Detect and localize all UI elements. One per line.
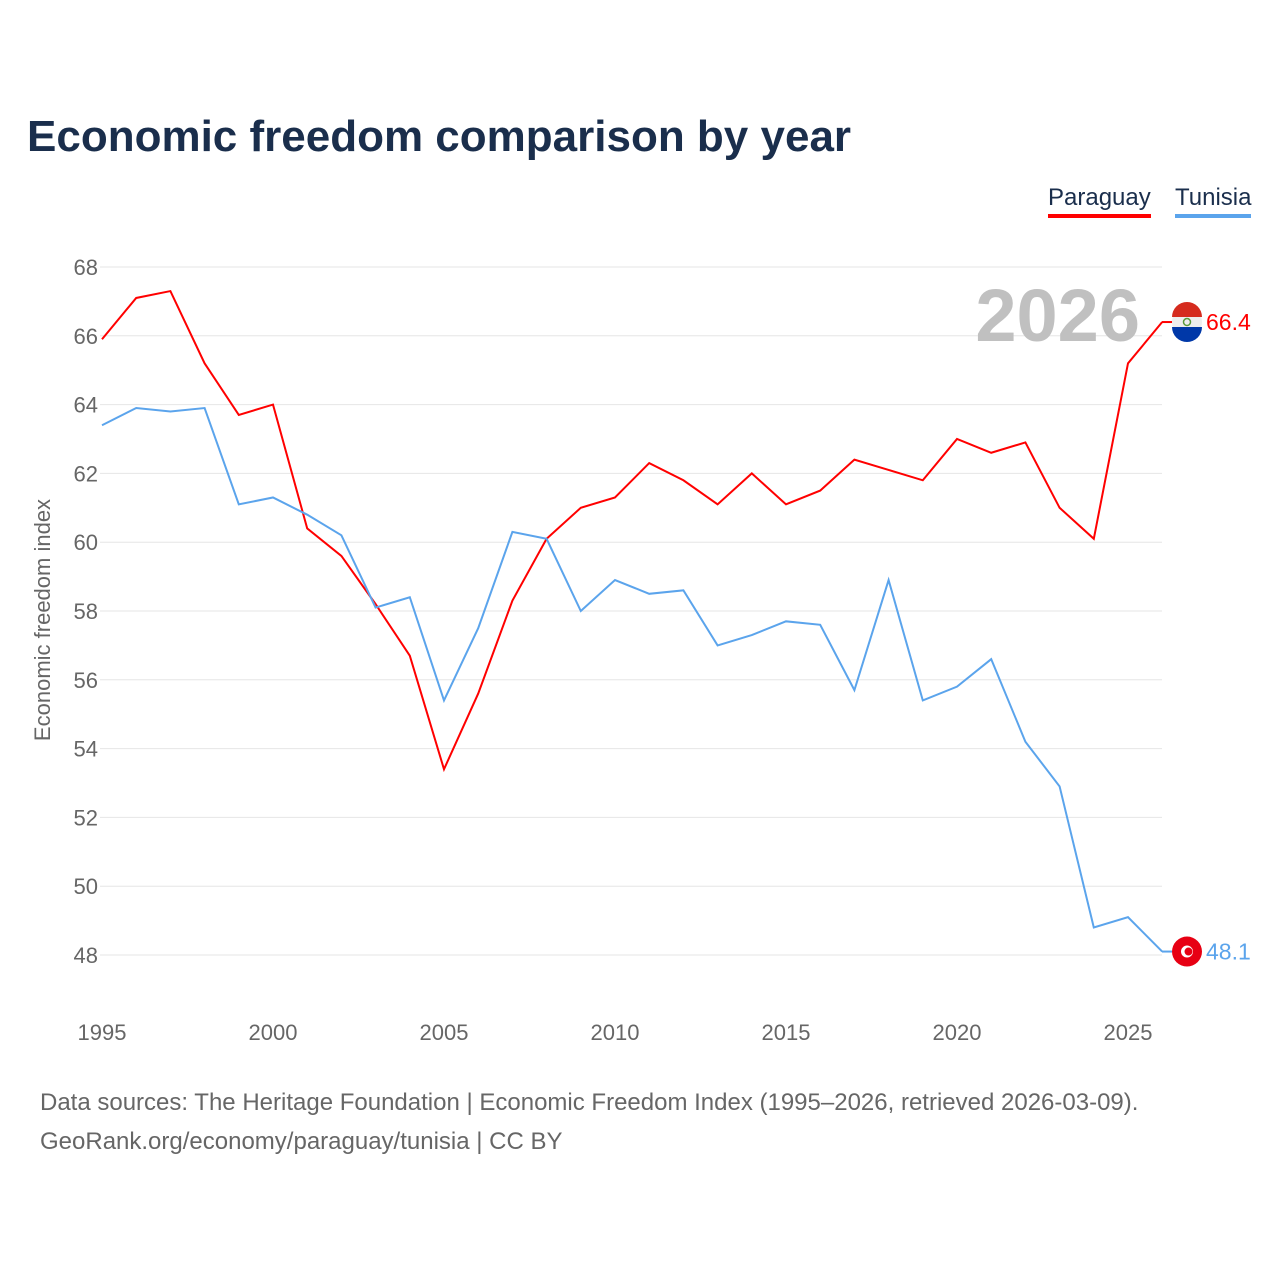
chart-title: Economic freedom comparison by year [27, 112, 852, 161]
flag-crescent [1184, 947, 1193, 956]
series-line-tunisia [101, 406, 1163, 953]
y-tick-label: 68 [74, 255, 98, 280]
source-url: GeoRank.org/economy/paraguay/tunisia | C… [40, 1128, 563, 1155]
source-note: Data sources: The Heritage Foundation | … [40, 1089, 1139, 1116]
flag-stripe [1172, 327, 1202, 343]
y-tick-label: 64 [74, 393, 98, 418]
legend-tunisia[interactable]: Tunisia [1175, 184, 1252, 218]
x-tick-label: 2010 [591, 1020, 640, 1045]
series-line-paraguay [101, 289, 1163, 773]
end-value-label: 48.1 [1206, 939, 1251, 965]
flag-stripe [1172, 302, 1202, 318]
y-tick-label: 66 [74, 324, 98, 349]
x-tick-label: 2005 [420, 1020, 469, 1045]
legend-paraguay[interactable]: Paraguay [1048, 184, 1151, 218]
y-tick-label: 48 [74, 943, 98, 968]
y-tick-label: 56 [74, 668, 98, 693]
flag-emblem [1182, 317, 1192, 327]
y-tick-label: 60 [74, 530, 98, 555]
y-axis-label: Economic freedom index [30, 499, 55, 741]
y-tick-label: 62 [74, 461, 98, 486]
x-tick-label: 2025 [1104, 1020, 1153, 1045]
year-watermark: 2026 [975, 274, 1140, 357]
x-tick-label: 2015 [762, 1020, 811, 1045]
x-tick-label: 1995 [78, 1020, 127, 1045]
x-tick-label: 2000 [249, 1020, 298, 1045]
y-tick-label: 58 [74, 599, 98, 624]
end-value-label: 66.4 [1206, 309, 1251, 335]
y-tick-label: 52 [74, 805, 98, 830]
y-tick-label: 50 [74, 874, 98, 899]
y-tick-label: 54 [74, 737, 98, 762]
x-tick-label: 2020 [933, 1020, 982, 1045]
